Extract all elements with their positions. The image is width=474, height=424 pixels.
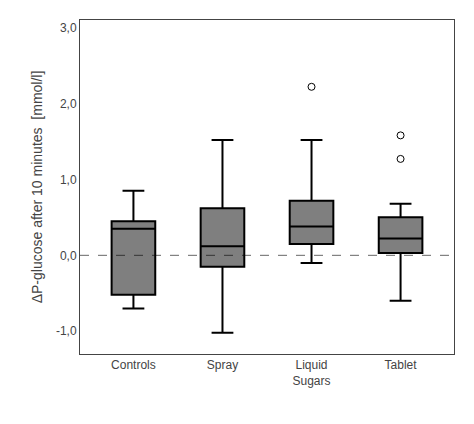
svg-text:Tablet: Tablet	[385, 358, 418, 372]
svg-text:LiquidSugars: LiquidSugars	[293, 358, 331, 388]
svg-text:2,0: 2,0	[60, 97, 77, 111]
svg-text:Spray: Spray	[207, 358, 238, 372]
svg-text:-1,0: -1,0	[56, 324, 77, 338]
svg-text:3,0: 3,0	[60, 21, 77, 35]
svg-text:Controls: Controls	[111, 358, 156, 372]
svg-text:ΔP-glucose after 10 minutes [: ΔP-glucose after 10 minutes [mmol/l]	[29, 71, 45, 304]
svg-text:1,0: 1,0	[60, 173, 77, 187]
svg-text:0,0: 0,0	[60, 249, 77, 263]
